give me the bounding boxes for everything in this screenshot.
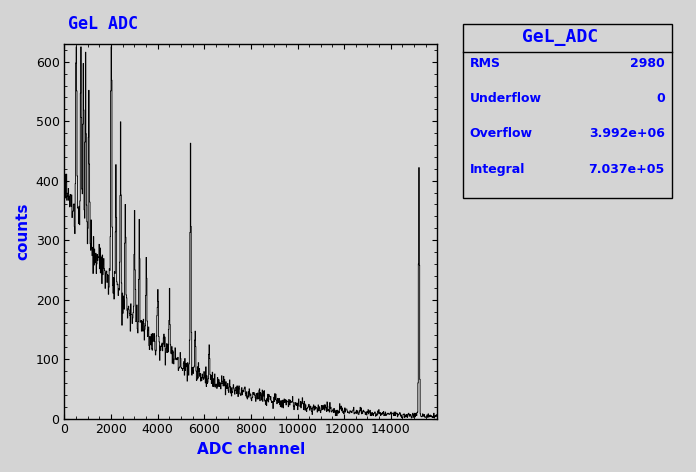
Text: GeL ADC: GeL ADC [68,15,138,33]
Text: Underflow: Underflow [470,92,541,105]
Text: Integral: Integral [470,163,525,176]
X-axis label: ADC channel: ADC channel [197,442,305,457]
Text: 2980: 2980 [630,57,665,70]
Text: RMS: RMS [470,57,501,70]
Text: 3.992e+06: 3.992e+06 [589,127,665,141]
Text: Overflow: Overflow [470,127,533,141]
Text: 0: 0 [656,92,665,105]
Y-axis label: counts: counts [15,202,30,260]
Text: GeL_ADC: GeL_ADC [522,28,599,46]
Text: 7.037e+05: 7.037e+05 [588,163,665,176]
